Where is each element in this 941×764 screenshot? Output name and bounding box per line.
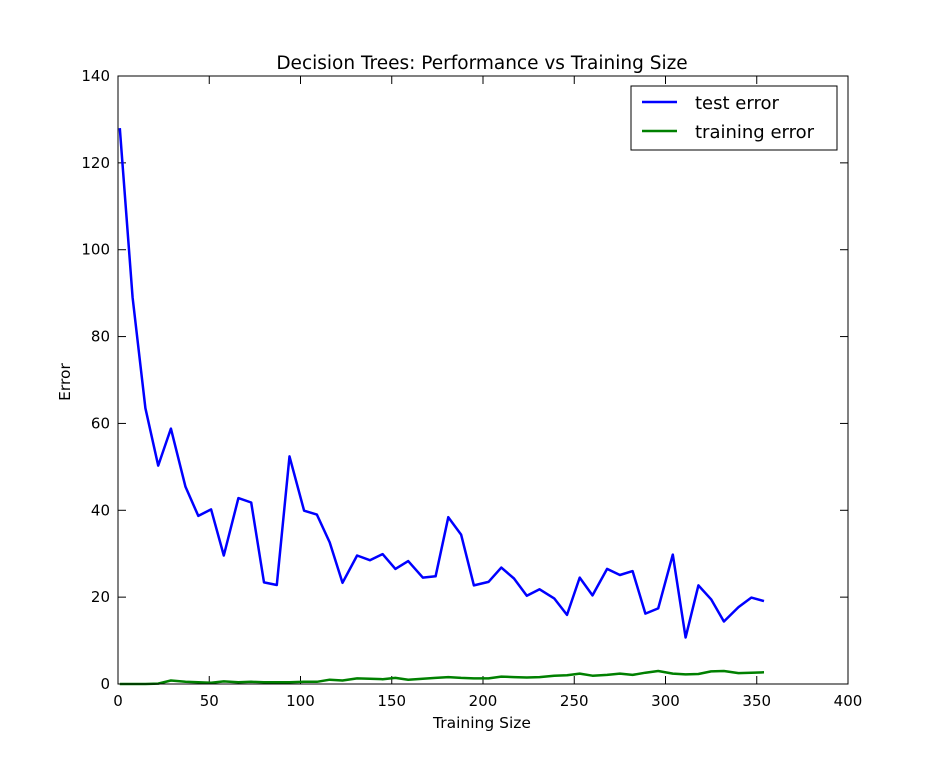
y-tick-label: 0	[100, 675, 110, 693]
y-tick-label: 140	[81, 67, 110, 85]
x-tick-label: 350	[742, 692, 771, 710]
series-lines	[118, 128, 765, 686]
x-tick-label: 250	[560, 692, 589, 710]
y-tick-label: 20	[91, 588, 110, 606]
x-tick-label: 50	[200, 692, 219, 710]
y-tick-label: 80	[91, 328, 110, 346]
x-tick-label: 150	[377, 692, 406, 710]
chart-title: Decision Trees: Performance vs Training …	[276, 53, 687, 74]
y-tick-label: 100	[81, 241, 110, 259]
y-tick-label: 120	[81, 154, 110, 172]
axis-ticks: 0 50 100 150 200 250 300 350 400 0 20 40 60 80 100 120 1…	[81, 67, 862, 710]
x-tick-label: 0	[113, 692, 123, 710]
y-axis-label: Error	[56, 362, 74, 400]
series-line-training-error	[119, 669, 765, 686]
x-tick-label: 200	[469, 692, 498, 710]
legend: test error training error	[630, 85, 838, 151]
x-tick-label: 300	[651, 692, 680, 710]
x-tick-label: 100	[286, 692, 315, 710]
legend-label-training-error: training error	[695, 122, 815, 143]
legend-label-test-error: test error	[695, 93, 779, 114]
x-axis-label: Training Size	[432, 714, 531, 732]
plot-frame	[117, 75, 849, 685]
series-line-test-error	[118, 128, 765, 639]
y-tick-label: 40	[91, 501, 110, 519]
y-tick-label: 60	[91, 414, 110, 432]
x-tick-label: 400	[834, 692, 863, 710]
legend-box	[630, 85, 838, 151]
